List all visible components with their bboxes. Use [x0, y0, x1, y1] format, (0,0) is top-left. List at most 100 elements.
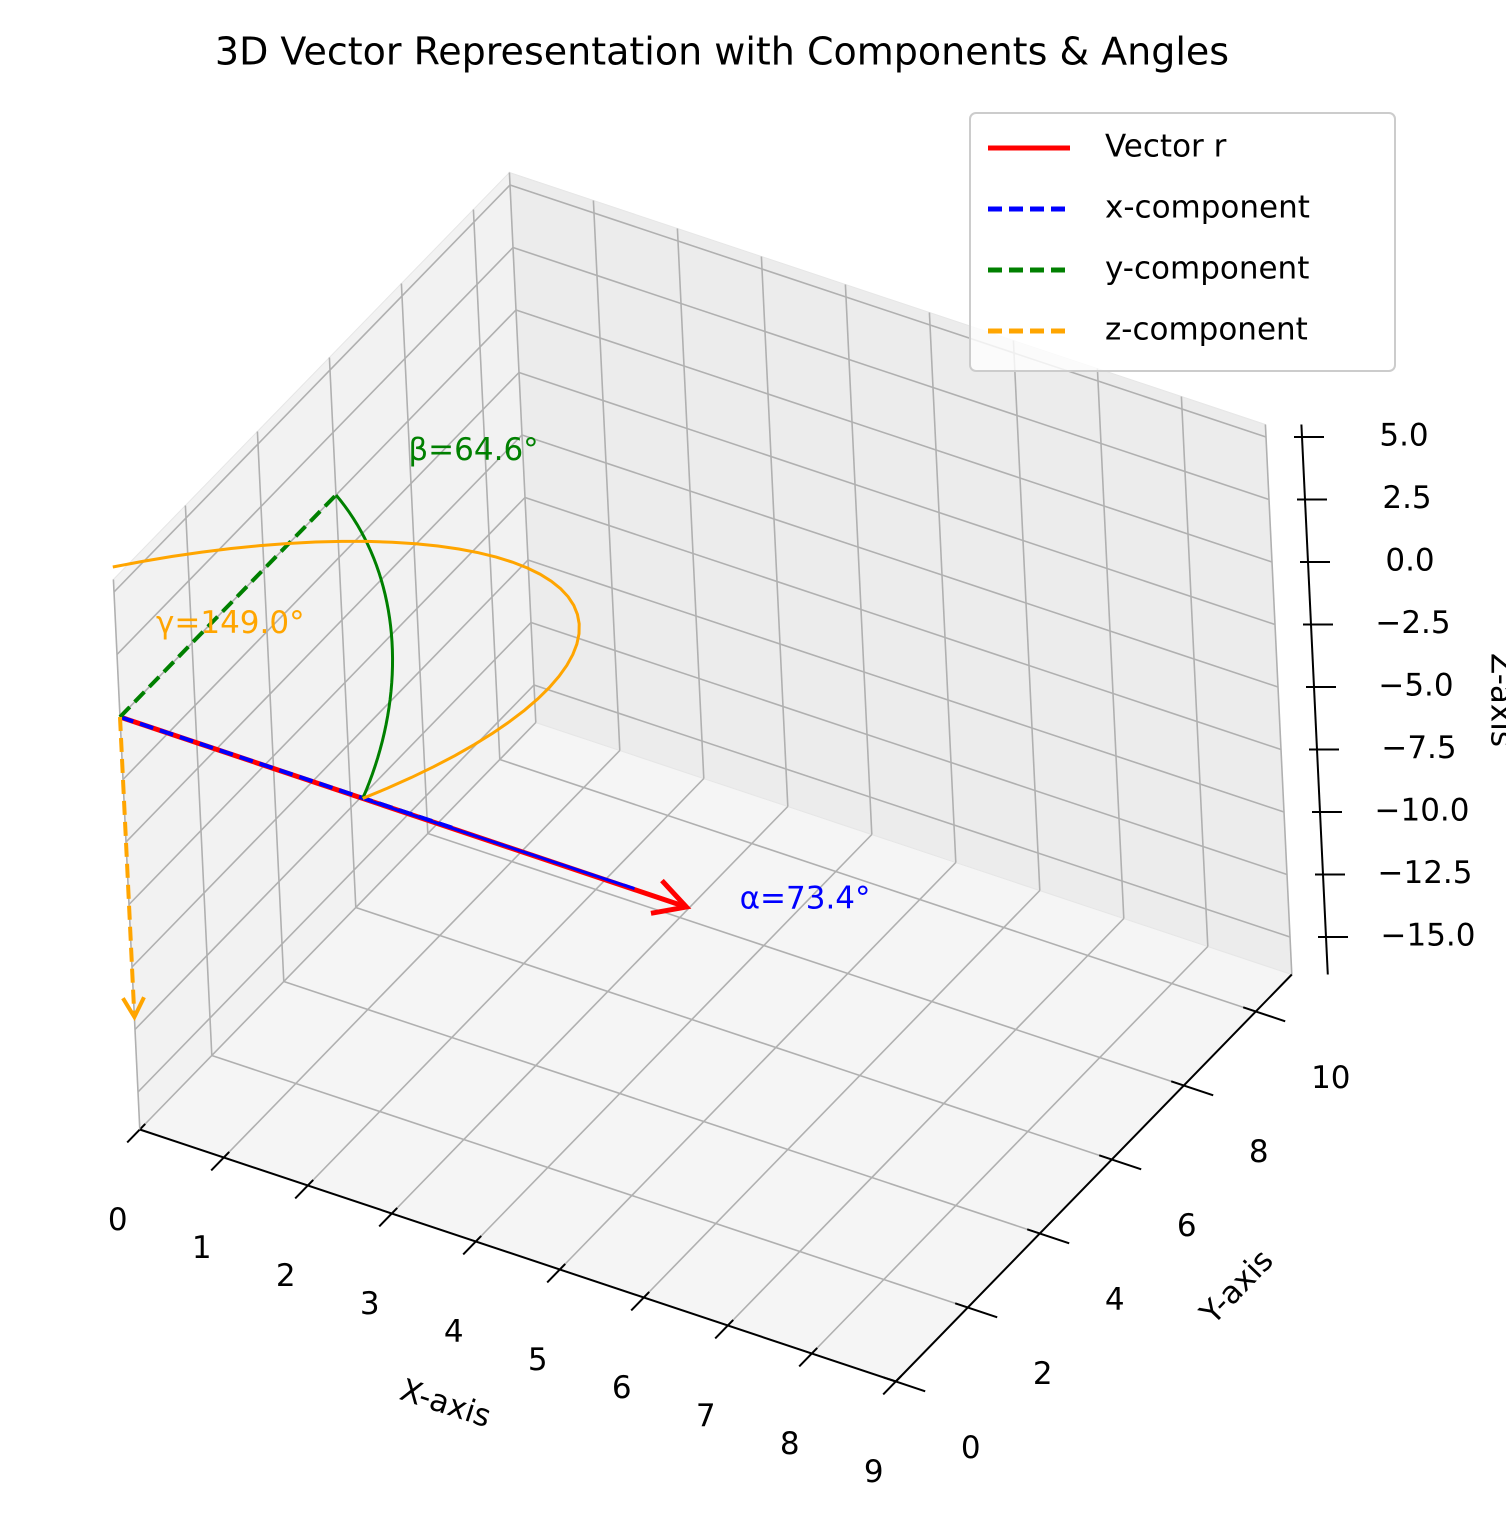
tick-mark: [714, 1319, 734, 1340]
grid-line: [1264, 424, 1293, 975]
grid-line: [518, 371, 1276, 626]
y-tick-label: 6: [1177, 1208, 1197, 1244]
grid-line: [1180, 396, 1209, 947]
grid-line: [139, 721, 537, 1131]
angle-arc: [362, 797, 635, 891]
tick-mark: [630, 1291, 650, 1312]
tick-mark: [1170, 1080, 1214, 1097]
grid-line: [355, 906, 1113, 1161]
tick-mark: [126, 1123, 146, 1144]
grid-line: [811, 945, 1209, 1355]
grid-line: [211, 1054, 969, 1309]
legend-label: y-component: [1105, 251, 1309, 287]
grid-line: [137, 684, 535, 1093]
grid-line: [844, 284, 873, 835]
x-tick-label: 2: [276, 1258, 296, 1294]
grid-line: [475, 833, 873, 1243]
z-tick-label: −2.5: [1375, 605, 1450, 641]
z-tick-label: −10.0: [1375, 793, 1470, 829]
z-tick-label: 0.0: [1385, 543, 1434, 579]
x-axis-label: X-axis: [396, 1372, 496, 1435]
grid-line: [131, 559, 529, 968]
z-tick-label: −15.0: [1381, 918, 1476, 954]
tick-mark: [798, 1347, 818, 1368]
grid-line: [509, 184, 1267, 438]
grid-line: [521, 434, 1279, 688]
grid-line: [524, 496, 1282, 751]
grid-line: [400, 283, 429, 834]
y-tick-label: 4: [1105, 1282, 1125, 1318]
legend-label: x-component: [1105, 190, 1310, 226]
z-axis-label: Z-axis: [1484, 653, 1506, 747]
vector-line: [118, 493, 338, 719]
y-tick-label: 0: [961, 1430, 981, 1466]
grid-line: [1096, 368, 1125, 919]
x-tick-label: 0: [108, 1202, 128, 1238]
grid-line: [676, 228, 705, 779]
z-tick-label: 2.5: [1382, 480, 1431, 516]
angle-label: β=64.6°: [408, 432, 538, 468]
grid-line: [122, 371, 520, 781]
x-tick-label: 7: [696, 1398, 716, 1434]
legend-label: Vector r: [1105, 129, 1227, 165]
y-axis-label: Y-axis: [1193, 1243, 1281, 1332]
tick-mark: [1026, 1228, 1070, 1245]
x-tick-label: 4: [444, 1314, 464, 1350]
grid-line: [134, 621, 532, 1031]
grid-line: [391, 805, 789, 1215]
x-tick-label: 1: [192, 1230, 212, 1266]
grid-line: [530, 621, 1288, 876]
grid-line: [184, 505, 213, 1056]
angle-label: α=73.4°: [740, 881, 871, 917]
x-tick-label: 3: [360, 1286, 380, 1322]
arrow-head: [650, 878, 692, 916]
x-tick-label: 5: [528, 1342, 548, 1378]
grid-line: [1012, 340, 1041, 891]
tick-mark: [294, 1179, 314, 1200]
y-axis-line: [895, 973, 1293, 1383]
grid-line: [592, 200, 621, 751]
y-tick-label: 2: [1033, 1356, 1053, 1392]
z-tick-label: −7.5: [1381, 730, 1456, 766]
grid-line: [727, 917, 1125, 1327]
tick-mark: [210, 1151, 230, 1172]
grid-line: [328, 357, 357, 908]
grid-line: [307, 777, 705, 1187]
x-axis-line: [139, 1128, 897, 1383]
x-tick-label: 6: [612, 1370, 632, 1406]
grid-line: [283, 980, 1041, 1235]
angle-label: γ=149.0°: [156, 605, 305, 641]
z-tick-label: −12.5: [1378, 855, 1473, 891]
grid-line: [128, 496, 526, 906]
grid-line: [256, 431, 285, 982]
grid-line: [515, 309, 1273, 563]
angle-arc: [334, 494, 395, 800]
legend-label: z-component: [1105, 312, 1308, 348]
grid-line: [508, 172, 537, 723]
x-tick-label: 9: [864, 1454, 884, 1490]
grid-line: [928, 312, 957, 863]
tick-mark: [1242, 1006, 1286, 1023]
tick-mark: [1098, 1154, 1142, 1171]
grid-line: [533, 684, 1291, 938]
grid-line: [760, 256, 789, 807]
x-tick-label: 8: [780, 1426, 800, 1462]
z-tick-label: −5.0: [1378, 668, 1453, 704]
tick-mark: [462, 1235, 482, 1256]
grid-line: [427, 832, 1185, 1087]
z-axis-line: [1300, 424, 1329, 975]
grid-line: [499, 758, 1257, 1013]
y-tick-label: 8: [1249, 1134, 1269, 1170]
grid-line: [125, 434, 523, 843]
grid-line: [527, 559, 1285, 813]
angle-arc: [112, 539, 581, 800]
vector-line: [118, 716, 137, 1018]
tick-mark: [546, 1263, 566, 1284]
grid-line: [643, 889, 1041, 1299]
grid-line: [472, 209, 501, 760]
grid-line: [512, 246, 1270, 501]
z-tick-label: 5.0: [1379, 418, 1428, 454]
grid-line: [559, 861, 957, 1271]
grid-line: [223, 749, 621, 1159]
